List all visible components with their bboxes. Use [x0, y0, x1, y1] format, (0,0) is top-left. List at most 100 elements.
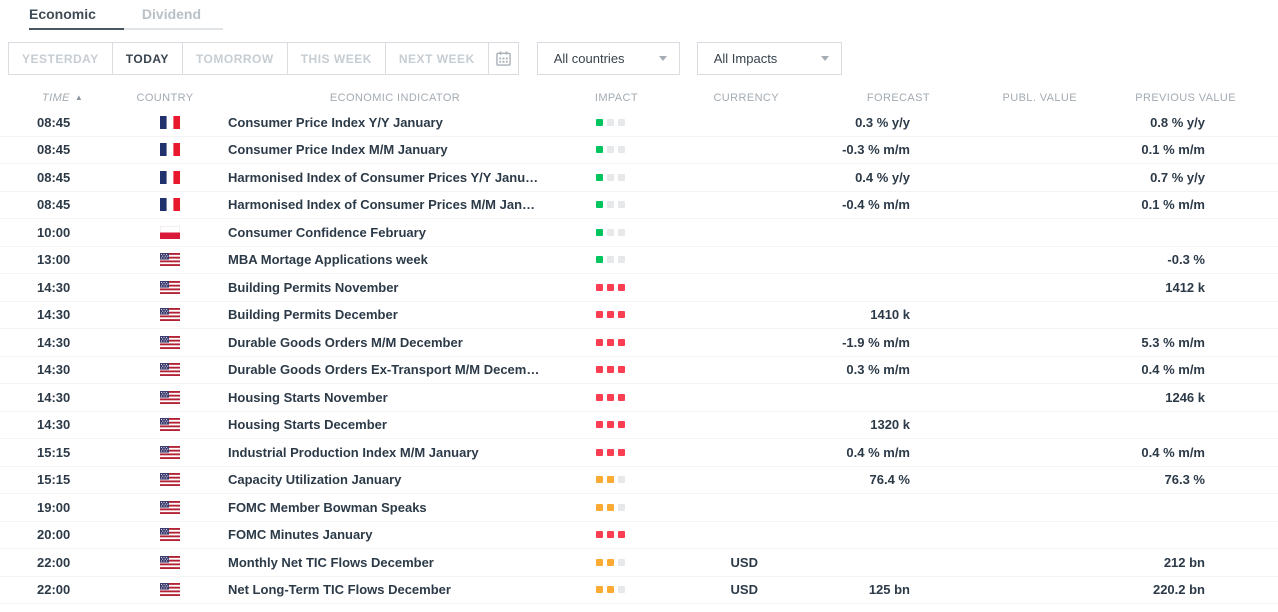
table-row[interactable]: 14:30 Housing Starts December: [0, 412, 1278, 439]
forecast-cell: 0.4 % m/m: [846, 444, 910, 460]
impact-indicator: [580, 586, 640, 594]
time-cell: 14:30: [37, 362, 71, 378]
impact-dot: [607, 421, 614, 429]
tomorrow-button[interactable]: TOMORROW: [181, 42, 288, 75]
table-row[interactable]: 22:00 Monthly Net TIC Flows December: [0, 549, 1278, 577]
impact-dot: [596, 503, 603, 511]
impact-dot: [607, 558, 614, 566]
table-row[interactable]: 14:30 Durable Goods Orders Ex-Transport …: [0, 357, 1278, 384]
country-cell: [120, 418, 210, 432]
column-header-forecast: FORECAST: [866, 91, 930, 104]
column-header-publ-value: PUBL. VALUE: [1002, 91, 1077, 104]
usa-flag-icon: [160, 363, 180, 377]
impact-indicator: [580, 531, 640, 539]
impact-dot: [596, 118, 603, 126]
table-row[interactable]: 19:00 FOMC Member Bowman Speaks: [0, 494, 1278, 522]
sort-asc-icon: ▲: [74, 93, 84, 102]
previous-value-cell: 0.8 % y/y: [1150, 114, 1205, 130]
country-cell: [120, 225, 210, 239]
usa-flag-icon: [160, 500, 180, 514]
toolbar: YESTERDAY TODAY TOMORROW THIS WEEK NEXT …: [8, 42, 1278, 75]
table-row[interactable]: 08:45 Harmonised Index of Consumer Price…: [0, 192, 1278, 219]
country-cell: [120, 555, 210, 569]
indicator-cell: Consumer Price Index Y/Y January: [228, 114, 443, 130]
time-cell: 14:30: [37, 334, 71, 350]
forecast-cell: -1.9 % m/m: [842, 334, 910, 350]
time-cell: 15:15: [37, 472, 71, 488]
impact-dot: [596, 586, 603, 594]
impact-dot: [618, 338, 625, 346]
usa-flag-icon: [160, 335, 180, 349]
impact-dot: [607, 586, 614, 594]
impact-dot: [618, 421, 625, 429]
previous-value-cell: 0.4 % m/m: [1141, 362, 1205, 378]
column-header-time[interactable]: TIME ▲: [0, 92, 120, 104]
indicator-cell: FOMC Minutes January: [228, 527, 373, 543]
impact-dot: [618, 476, 625, 484]
impact-dot: [596, 228, 603, 236]
table-row[interactable]: 08:45 Consumer Price Index Y/Y January 0…: [0, 109, 1278, 137]
country-filter-select[interactable]: All countries: [536, 42, 680, 75]
chevron-down-icon: [658, 56, 667, 61]
impact-dot: [596, 146, 603, 154]
column-header-indicator: ECONOMIC INDICATOR: [329, 91, 461, 104]
table-row[interactable]: 14:30 Building Permits November: [0, 274, 1278, 302]
table-row[interactable]: 15:15 Capacity Utilization January: [0, 467, 1278, 494]
currency-cell: USD: [730, 554, 758, 570]
previous-value-cell: 0.7 % y/y: [1150, 169, 1205, 185]
table-row[interactable]: 22:00 Net Long-Term TIC Flows December: [0, 577, 1278, 604]
tab-bar: Economic Dividend: [0, 6, 1278, 30]
tab-dividend[interactable]: Dividend: [123, 6, 224, 30]
yesterday-button[interactable]: YESTERDAY: [8, 42, 113, 75]
this-week-button[interactable]: THIS WEEK: [286, 42, 386, 75]
time-cell: 14:30: [37, 389, 71, 405]
economic-calendar-app: Economic Dividend YESTERDAY TODAY TOMORR…: [0, 6, 1278, 604]
impact-indicator: [580, 256, 640, 264]
forecast-cell: -0.3 % m/m: [842, 142, 910, 158]
table-row[interactable]: 08:45 Harmonised Index of Consumer Price…: [0, 164, 1278, 192]
impact-dot: [607, 173, 614, 181]
table-row[interactable]: 14:30 Housing Starts November: [0, 384, 1278, 412]
column-header-country: COUNTRY: [136, 91, 194, 104]
table-row[interactable]: 15:15 Industrial Production Index M/M Ja…: [0, 439, 1278, 467]
table-row[interactable]: 14:30 Durable Goods Orders M/M December: [0, 329, 1278, 357]
country-filter-value: All countries: [553, 51, 625, 66]
tab-economic[interactable]: Economic: [29, 6, 124, 30]
time-cell: 10:00: [37, 224, 71, 240]
impact-dot: [607, 476, 614, 484]
impact-dot: [618, 311, 625, 319]
table-row[interactable]: 13:00 MBA Mortage Applications week: [0, 247, 1278, 274]
table-row[interactable]: 08:45 Consumer Price Index M/M January -…: [0, 137, 1278, 164]
time-cell: 14:30: [37, 307, 71, 323]
column-header-currency: CURRENCY: [713, 91, 779, 104]
impact-dot: [618, 283, 625, 291]
impact-dot: [596, 448, 603, 456]
today-button[interactable]: TODAY: [111, 42, 183, 75]
impact-indicator: [580, 503, 640, 511]
impact-dot: [618, 448, 625, 456]
france-flag-icon: [160, 143, 180, 157]
time-cell: 08:45: [37, 114, 71, 130]
table-row[interactable]: 14:30 Building Permits December: [0, 302, 1278, 329]
table-row[interactable]: 20:00 FOMC Minutes January: [0, 522, 1278, 549]
country-cell: [120, 335, 210, 349]
impact-dot: [607, 283, 614, 291]
impact-dot: [596, 393, 603, 401]
next-week-button[interactable]: NEXT WEEK: [384, 42, 489, 75]
france-flag-icon: [160, 198, 180, 212]
time-cell: 08:45: [37, 197, 71, 213]
table-row[interactable]: 10:00 Consumer Confidence February: [0, 219, 1278, 247]
impact-dot: [607, 118, 614, 126]
previous-value-cell: 5.3 % m/m: [1141, 334, 1205, 350]
usa-flag-icon: [160, 528, 180, 542]
previous-value-cell: -0.3 %: [1167, 252, 1205, 268]
calendar-button[interactable]: [487, 42, 519, 75]
impact-dot: [607, 338, 614, 346]
impact-indicator: [580, 118, 640, 126]
impact-dot: [618, 256, 625, 264]
impact-filter-select[interactable]: All Impacts: [696, 42, 842, 75]
usa-flag-icon: [160, 253, 180, 267]
impact-dot: [618, 503, 625, 511]
time-cell: 22:00: [37, 582, 71, 598]
impact-dot: [596, 421, 603, 429]
